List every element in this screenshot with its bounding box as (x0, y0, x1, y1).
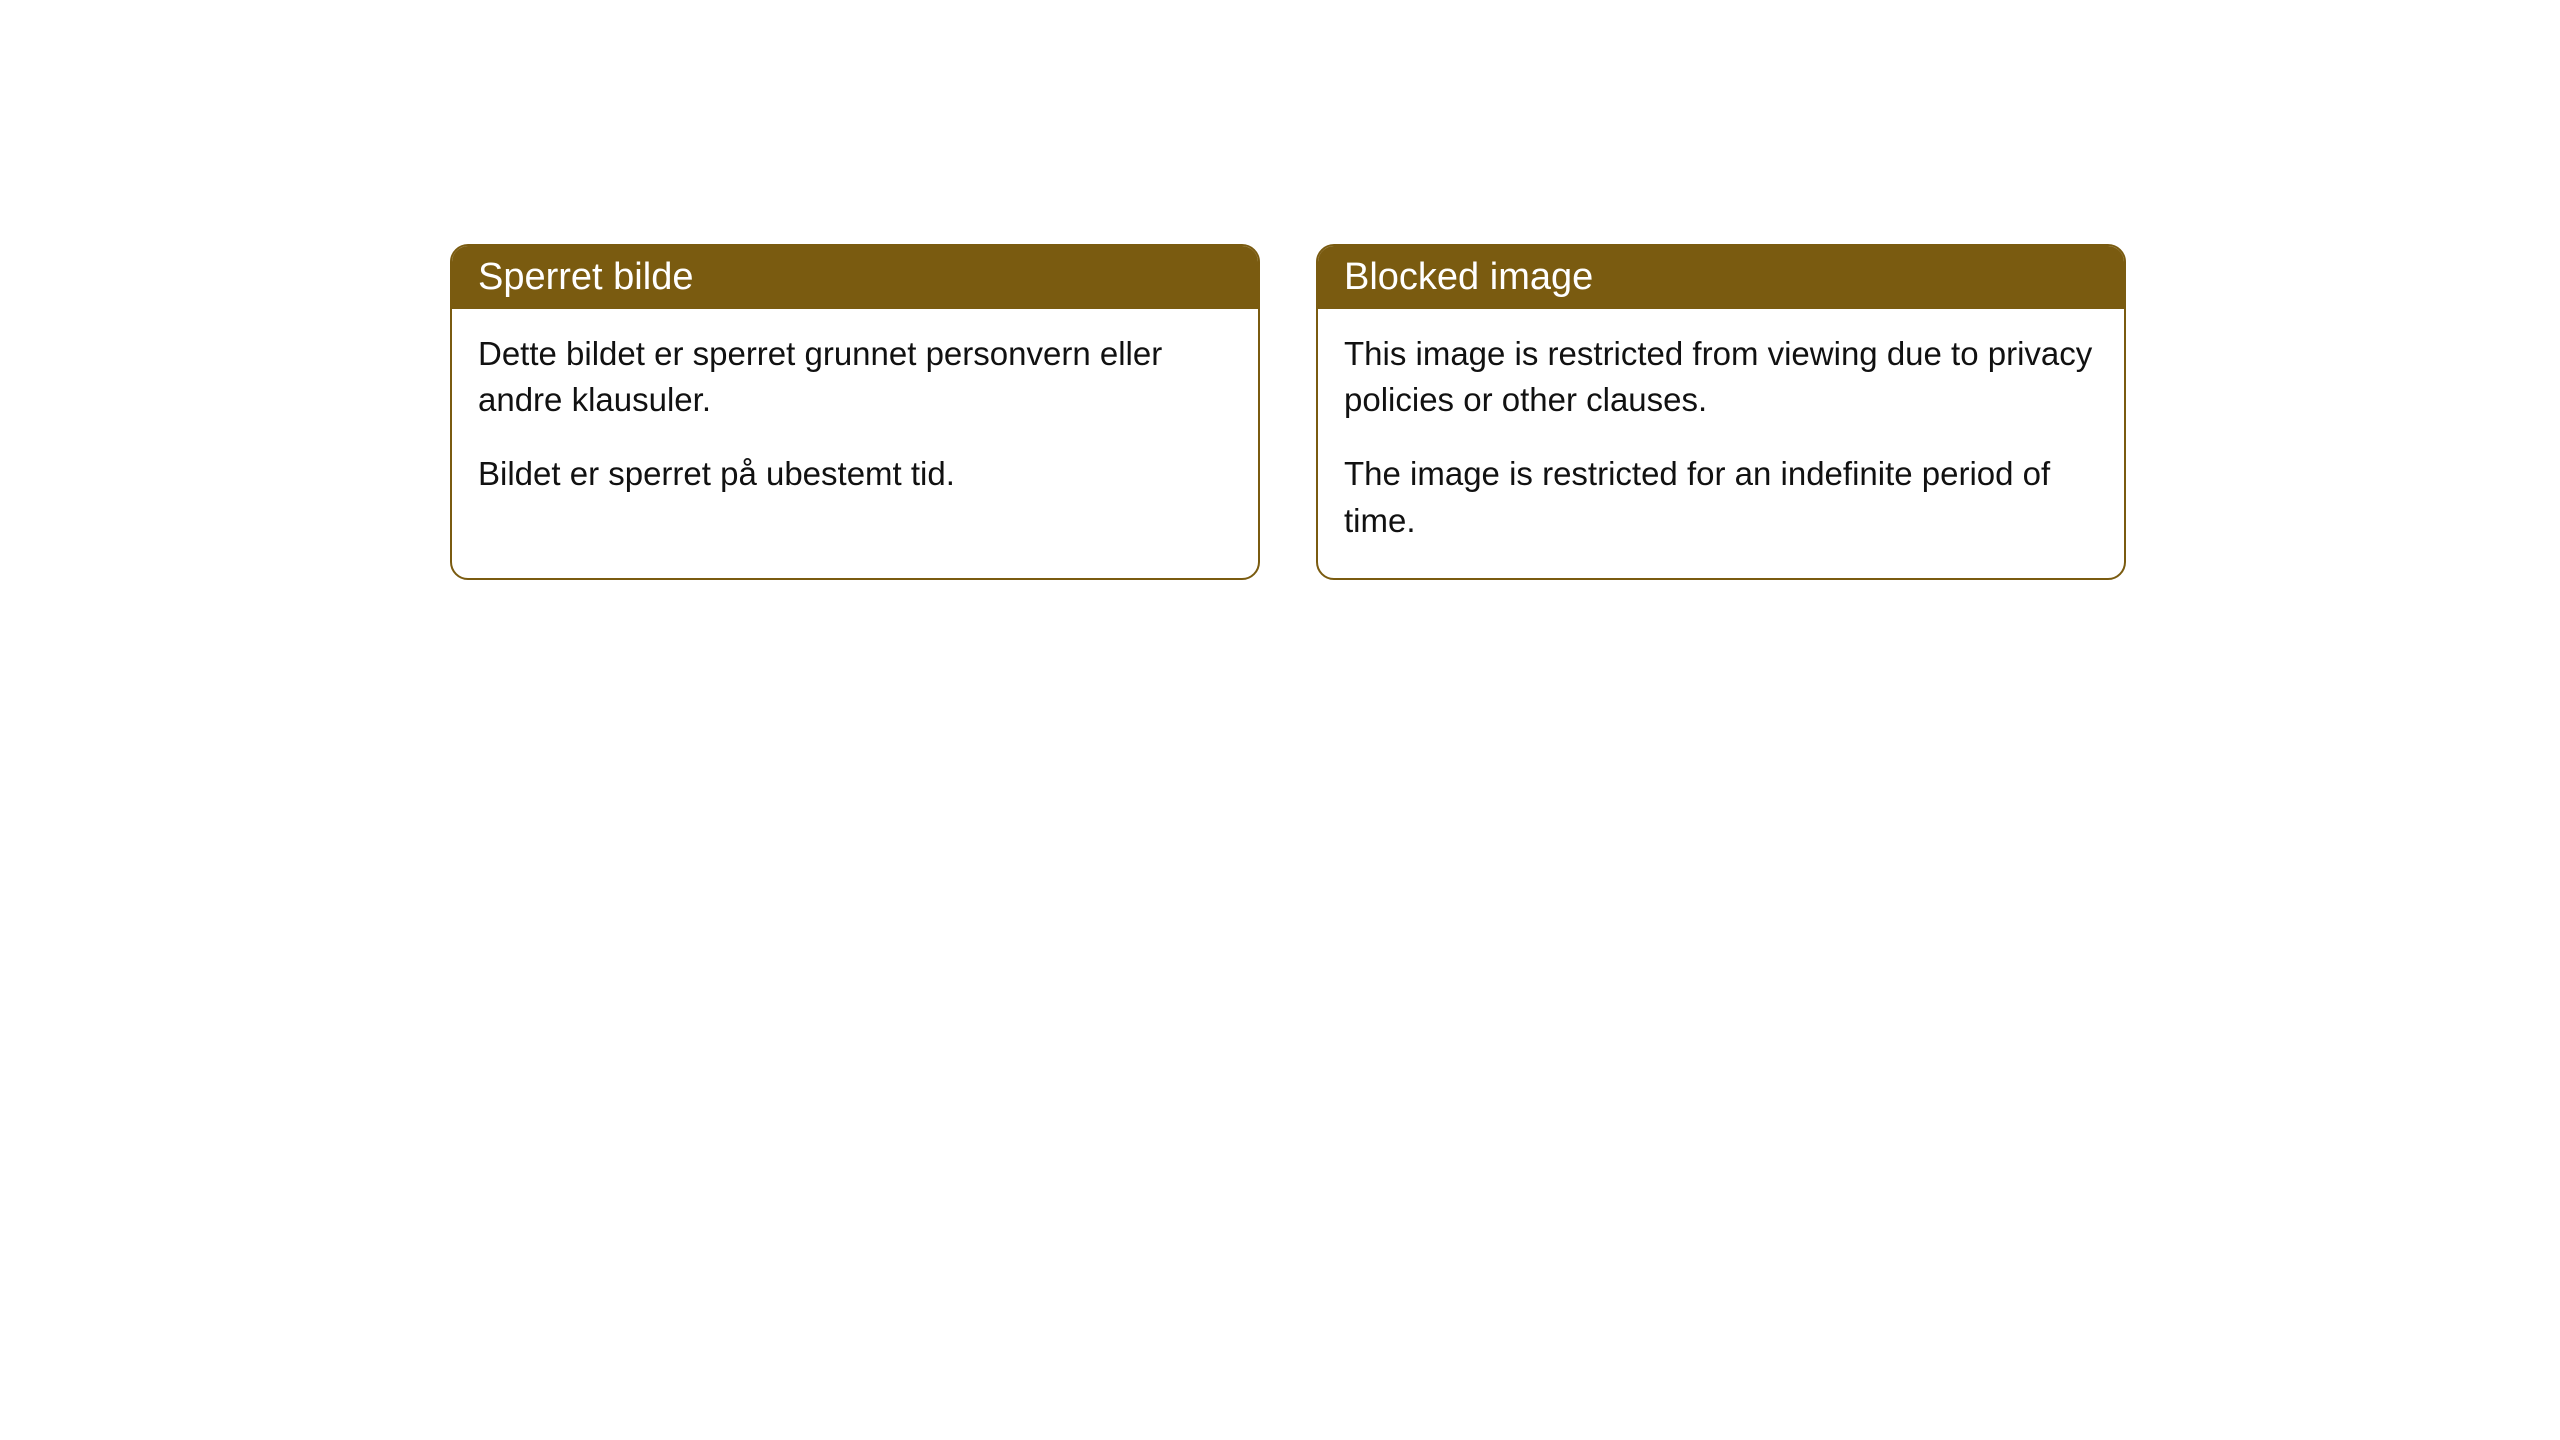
card-header-english: Blocked image (1318, 246, 2124, 309)
notice-card-norwegian: Sperret bilde Dette bildet er sperret gr… (450, 244, 1260, 580)
card-body-norwegian: Dette bildet er sperret grunnet personve… (452, 309, 1258, 532)
card-paragraph: Bildet er sperret på ubestemt tid. (478, 451, 1232, 497)
card-title: Sperret bilde (478, 256, 693, 298)
notice-cards-container: Sperret bilde Dette bildet er sperret gr… (450, 244, 2560, 580)
card-paragraph: This image is restricted from viewing du… (1344, 331, 2098, 423)
card-paragraph: The image is restricted for an indefinit… (1344, 451, 2098, 543)
card-header-norwegian: Sperret bilde (452, 246, 1258, 309)
card-paragraph: Dette bildet er sperret grunnet personve… (478, 331, 1232, 423)
card-title: Blocked image (1344, 256, 1593, 298)
notice-card-english: Blocked image This image is restricted f… (1316, 244, 2126, 580)
card-body-english: This image is restricted from viewing du… (1318, 309, 2124, 578)
